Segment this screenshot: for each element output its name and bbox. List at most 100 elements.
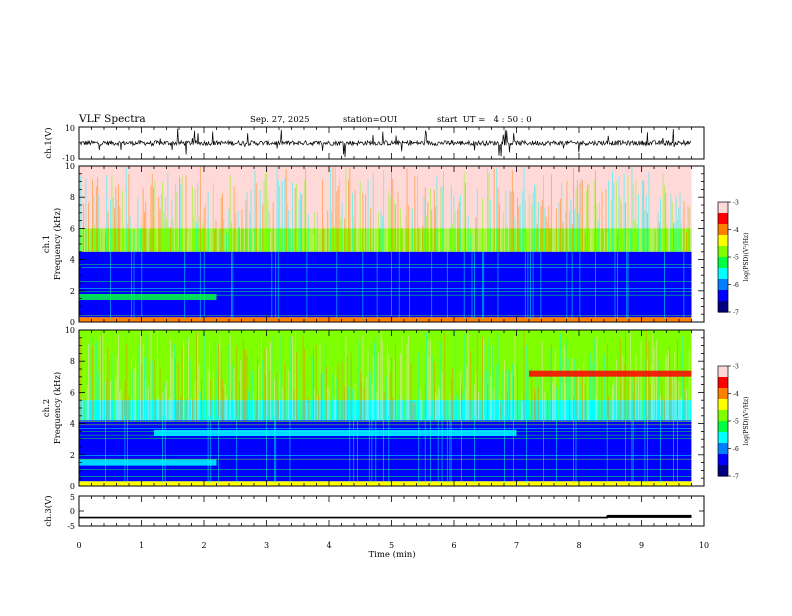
spectral-streak: [492, 345, 494, 421]
spectral-streak: [173, 228, 175, 252]
colorbar-segment: [718, 369, 728, 373]
spectral-streak: [458, 353, 460, 421]
spectral-feature: [154, 429, 517, 436]
spectral-streak: [215, 342, 217, 421]
spectral-streak: [615, 359, 617, 421]
spectral-streak: [261, 221, 262, 252]
spectral-streak: [588, 400, 590, 421]
spectral-streak: [179, 374, 180, 421]
spectral-streak: [125, 344, 127, 421]
spectral-streak: [203, 251, 205, 319]
spectral-streak: [677, 339, 678, 421]
spectral-streak: [128, 396, 130, 421]
spectral-streak: [435, 206, 437, 252]
spectral-streak: [258, 220, 260, 252]
spectral-streak: [553, 207, 555, 252]
spectral-streak: [381, 341, 383, 421]
spectral-streak: [121, 399, 123, 421]
spectral-streak: [164, 197, 166, 252]
colorbar-segment: [718, 422, 728, 426]
spectral-streak: [224, 182, 226, 252]
colorbar-segment: [718, 426, 728, 429]
spectral-streak: [99, 172, 101, 252]
colorbar-segment: [718, 421, 728, 424]
colorbar-segment: [718, 229, 728, 232]
ch2-colorbar: -3 -4 -5 -6 -7 log(PSD)(V²/Hz): [717, 364, 750, 481]
spectral-streak: [326, 186, 327, 252]
ch1-ytick-bottom: -10: [62, 154, 75, 163]
spectral-streak: [251, 370, 253, 421]
colorbar-segment: [718, 474, 728, 477]
spectral-streak: [175, 183, 177, 252]
spectral-streak: [456, 394, 457, 421]
spectral-streak: [229, 335, 231, 421]
spectral-streak: [534, 388, 535, 421]
spectral-streak: [212, 372, 214, 421]
spectral-streak: [449, 393, 451, 421]
spectral-streak: [539, 388, 541, 421]
spectral-streak: [296, 183, 297, 252]
spectral-streak: [419, 389, 421, 421]
spectral-streak: [359, 370, 361, 421]
spectral-streak: [361, 173, 362, 252]
spectral-streak: [280, 334, 282, 421]
spectral-streak: [680, 222, 682, 252]
ch2-spectrogram-ylabel-channel: ch.2: [42, 399, 52, 417]
spectral-streak: [380, 209, 382, 252]
colorbar-segment: [718, 377, 728, 380]
spectral-streak: [662, 173, 664, 252]
spectral-streak: [398, 251, 400, 319]
spectral-streak: [162, 181, 164, 252]
colorbar-segment: [718, 257, 728, 260]
spectral-streak: [293, 389, 295, 421]
ch2-spectrogram-ytick-labels: 0 2 4 6 8 10: [65, 326, 75, 491]
spectral-streak: [105, 415, 106, 483]
colorbar-segment: [718, 391, 728, 395]
spectral-streak: [458, 201, 460, 252]
spectral-streak: [216, 190, 218, 252]
spectral-streak: [107, 345, 109, 421]
spectral-streak: [439, 389, 440, 421]
spectral-streak: [661, 223, 663, 252]
spectral-streak: [571, 357, 573, 421]
spectral-streak: [541, 342, 543, 421]
spectral-streak: [140, 332, 141, 421]
spectral-streak: [485, 370, 487, 421]
spectral-streak: [586, 387, 587, 421]
spectral-streak: [274, 415, 275, 483]
spectral-streak: [571, 251, 573, 319]
spectral-streak: [271, 251, 273, 319]
colorbar-segment: [718, 299, 728, 302]
spectral-streak: [550, 343, 552, 421]
spectral-streak: [580, 178, 582, 252]
colorbar-segment: [718, 406, 728, 409]
spectral-streak: [170, 339, 171, 421]
spectral-streak: [634, 219, 635, 252]
spectral-streak: [88, 202, 89, 252]
spectral-streak: [639, 197, 641, 252]
spectral-streak: [259, 190, 261, 252]
spectral-streak: [189, 185, 191, 252]
spectral-streak: [392, 179, 394, 252]
spectral-streak: [469, 174, 470, 252]
spectral-streak: [394, 343, 396, 421]
spectral-streak: [683, 373, 685, 421]
spectral-streak: [290, 340, 292, 421]
spectral-streak: [461, 215, 463, 252]
spectral-streak: [262, 204, 264, 252]
colorbar-segment: [718, 280, 728, 284]
spectral-streak: [368, 415, 370, 483]
colorbar-segment: [718, 262, 728, 265]
spectral-streak: [329, 168, 331, 252]
spectral-streak: [661, 381, 663, 421]
spectral-streak: [211, 184, 213, 252]
spectral-streak: [511, 170, 513, 252]
spectral-streak: [350, 214, 352, 252]
spectral-streak: [118, 184, 119, 252]
spectral-streak: [530, 377, 531, 421]
spectral-streak: [116, 199, 118, 252]
spectral-streak: [159, 209, 161, 252]
spectral-streak: [437, 415, 439, 483]
spectral-streak: [376, 194, 378, 252]
spectral-streak: [366, 215, 368, 252]
